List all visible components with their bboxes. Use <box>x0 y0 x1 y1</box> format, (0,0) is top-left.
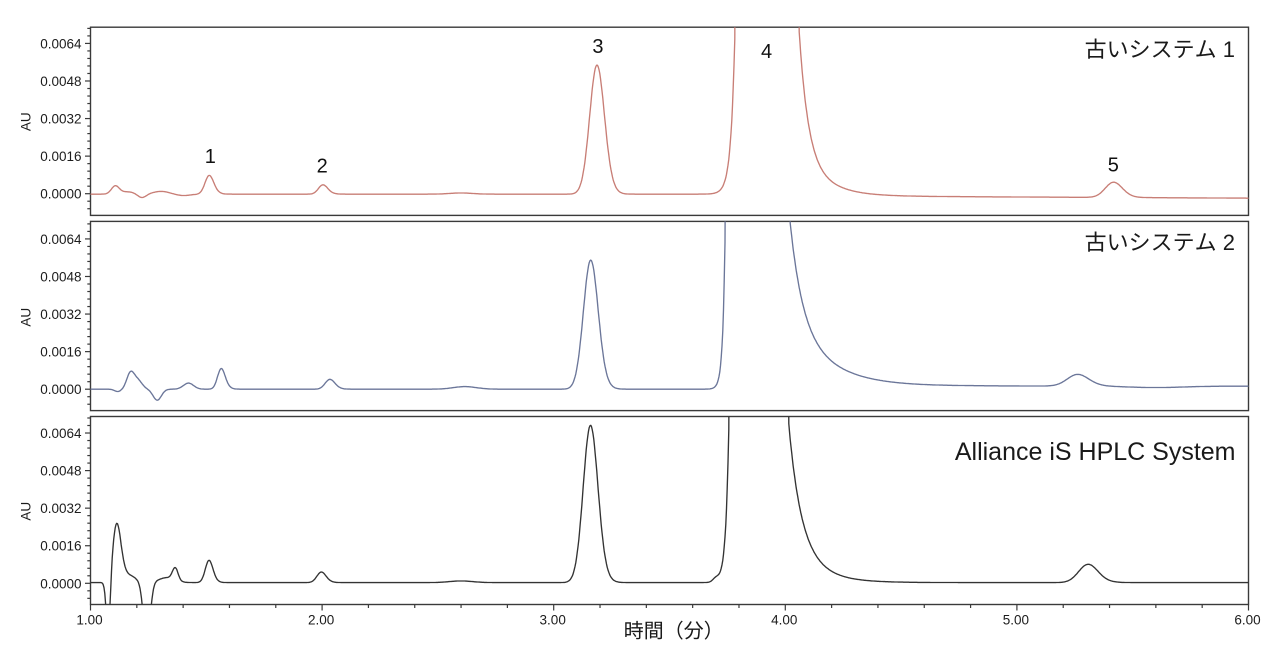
svg-text:0.0048: 0.0048 <box>40 464 81 479</box>
svg-text:0.0016: 0.0016 <box>40 149 81 164</box>
svg-text:1: 1 <box>205 146 216 168</box>
svg-text:1.00: 1.00 <box>76 613 102 628</box>
svg-text:2: 2 <box>1223 230 1235 255</box>
svg-text:4.00: 4.00 <box>771 613 797 628</box>
svg-text:0.0016: 0.0016 <box>40 345 81 360</box>
svg-text:1: 1 <box>1223 37 1235 62</box>
svg-text:0.0032: 0.0032 <box>40 307 81 322</box>
svg-text:Alliance iS HPLC System: Alliance iS HPLC System <box>955 438 1236 466</box>
svg-text:4: 4 <box>761 41 772 63</box>
svg-text:6.00: 6.00 <box>1234 613 1260 628</box>
svg-text:2.00: 2.00 <box>308 613 334 628</box>
svg-text:AU: AU <box>19 502 34 521</box>
svg-text:0.0016: 0.0016 <box>40 539 81 554</box>
svg-text:0.0000: 0.0000 <box>40 576 81 591</box>
svg-text:0.0032: 0.0032 <box>40 501 81 516</box>
svg-text:AU: AU <box>19 112 34 131</box>
svg-text:0.0048: 0.0048 <box>40 270 81 285</box>
svg-text:0.0048: 0.0048 <box>40 74 81 89</box>
svg-text:0.0032: 0.0032 <box>40 112 81 127</box>
svg-text:3: 3 <box>592 36 603 58</box>
svg-text:0.0064: 0.0064 <box>40 232 82 247</box>
svg-text:0.0064: 0.0064 <box>40 36 82 51</box>
svg-text:0.0064: 0.0064 <box>40 426 82 441</box>
svg-text:0.0000: 0.0000 <box>40 382 81 397</box>
svg-text:3.00: 3.00 <box>540 613 566 628</box>
svg-text:0.0000: 0.0000 <box>40 187 81 202</box>
svg-text:AU: AU <box>19 308 34 327</box>
svg-text:2: 2 <box>317 156 328 178</box>
svg-text:5: 5 <box>1108 155 1119 177</box>
svg-text:5.00: 5.00 <box>1003 613 1029 628</box>
